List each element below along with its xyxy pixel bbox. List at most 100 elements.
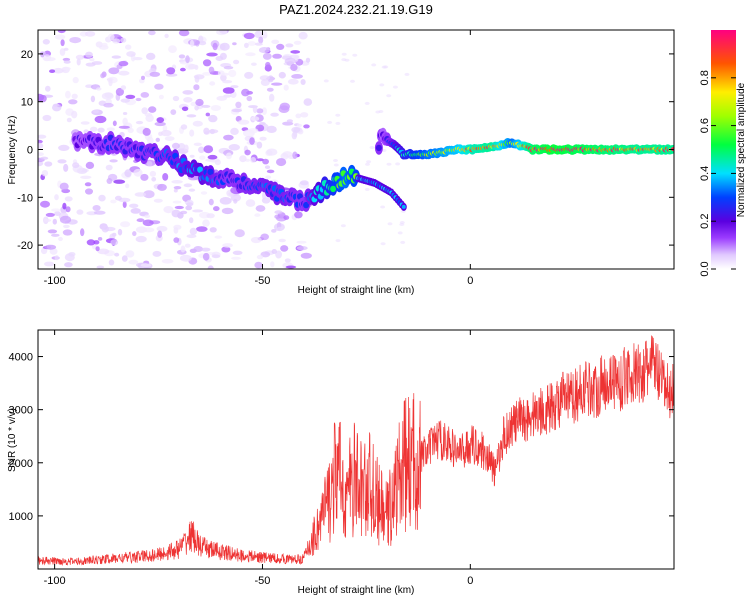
noise-blob [49,69,56,73]
noise-blob [101,225,109,233]
noise-blob [162,173,169,181]
noise-blob [164,33,169,39]
noise-blob [154,83,164,90]
noise-blob [188,39,200,46]
noise-blob [202,72,212,76]
spectrogram-x-tick-label: -50 [255,275,271,287]
noise-blob [258,36,264,44]
noise-blob [118,70,130,76]
noise-blob [97,127,105,133]
noise-blob [266,125,277,133]
colorbar-tick-label: 0.6 [699,118,711,133]
noise-blob [63,60,71,64]
noise-blob [83,129,89,134]
noise-blob [270,112,279,117]
noise-blob [280,245,289,252]
noise-blob [206,213,215,219]
noise-blob [207,265,214,269]
noise-blob [63,47,69,51]
noise-blob [231,108,242,113]
noise-blob [149,71,161,77]
noise-blob [285,43,294,48]
noise-blob [364,187,370,191]
noise-blob [62,202,67,210]
noise-blob [90,126,98,132]
noise-blob [130,208,141,214]
noise-blob [219,52,227,60]
noise-blob [387,222,393,226]
noise-blob [40,247,48,255]
noise-blob [38,94,47,103]
noise-blob [183,97,193,103]
noise-blob [291,126,301,133]
noise-blob [299,180,309,186]
noise-blob [211,254,221,259]
noise-blob [219,197,232,205]
noise-blob [404,72,410,76]
noise-blob [142,127,151,136]
noise-blob [189,227,198,235]
noise-blob [59,182,69,191]
noise-blob [335,121,341,125]
noise-blob [157,230,163,238]
noise-blob [146,52,156,61]
noise-blob [86,239,96,246]
noise-blob [249,137,255,145]
snr-y-tick-label: 4000 [9,352,33,364]
noise-blob [63,224,70,229]
noise-blob [71,110,78,119]
noise-blob [266,169,275,174]
snr-y-tick-label: 1000 [9,511,33,523]
noise-blob [155,137,160,142]
noise-blob [290,50,301,54]
noise-blob [91,61,103,65]
noise-blob [136,218,145,223]
noise-blob [198,146,205,154]
noise-blob [38,134,47,139]
noise-blob [216,95,227,101]
noise-blob [120,85,127,90]
noise-blob [107,33,115,41]
noise-blob [294,211,303,219]
noise-blob [40,51,45,58]
noise-blob [54,255,59,261]
noise-blob [42,39,50,45]
noise-blob [292,151,298,159]
noise-blob [207,154,218,160]
noise-blob [296,246,308,251]
noise-blob [213,206,220,212]
noise-blob [291,74,303,79]
noise-blob [327,120,333,124]
noise-blob [214,235,223,239]
noise-blob [40,156,49,160]
noise-blob [64,196,73,202]
noise-blob [85,161,95,169]
noise-blob [300,112,309,118]
noise-blob [174,205,184,210]
noise-blob [205,112,210,117]
noise-blob [300,79,306,85]
noise-blob [293,40,302,45]
noise-blob [45,85,51,92]
noise-blob [57,30,66,34]
noise-blob [61,66,71,71]
noise-blob [259,136,267,141]
noise-blob [231,256,241,260]
noise-blob [129,203,139,208]
noise-blob [256,141,263,149]
noise-blob [228,69,237,78]
noise-blob [165,73,178,77]
noise-blob [38,142,44,149]
noise-blob [151,177,157,182]
noise-blob [193,84,200,91]
noise-blob [380,205,386,209]
noise-blob [148,30,156,36]
noise-blob [97,237,103,241]
noise-blob [103,102,114,108]
noise-blob [283,215,290,220]
noise-blob [286,119,293,123]
noise-blob [111,55,122,59]
noise-blob [380,242,386,246]
noise-blob [228,144,240,151]
noise-blob [230,127,239,135]
